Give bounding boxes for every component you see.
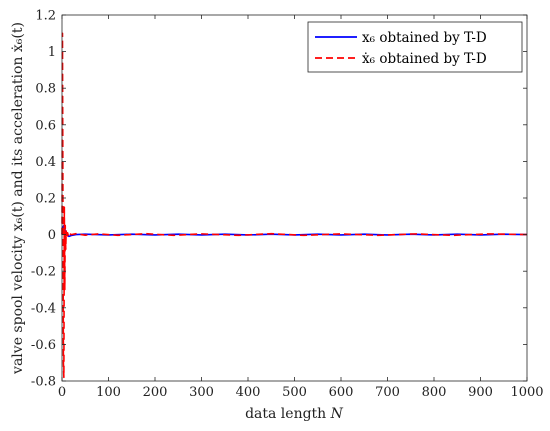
x-tick-label: 600 (329, 385, 354, 400)
x-axis-label-text: data length (245, 406, 326, 422)
x-tick-label: 700 (375, 385, 400, 400)
y-tick-label: 0 (48, 228, 56, 243)
y-tick-label: 1.2 (35, 9, 56, 24)
x-tick-label: 900 (468, 385, 493, 400)
x-tick-label: 400 (236, 385, 261, 400)
y-tick-label: -0.2 (31, 265, 56, 280)
x-tick-label: 500 (282, 385, 307, 400)
x-tick-label: 100 (96, 385, 121, 400)
series-line-1 (61, 32, 528, 379)
plot-area (62, 15, 527, 381)
x-tick-label: 300 (189, 385, 214, 400)
y-tick-label: -0.8 (31, 375, 56, 390)
legend: x₆ obtained by T-D ẋ₆ obtained by T-D (307, 21, 523, 73)
legend-label-x6: x₆ obtained by T-D (362, 30, 487, 46)
y-tick-label: 0.8 (35, 82, 56, 97)
y-tick-label: -0.4 (31, 301, 56, 316)
y-tick-label: 0.4 (35, 155, 56, 170)
x-axis-label: data length N (245, 406, 344, 422)
y-tick-label: 0.2 (35, 192, 56, 207)
x-axis-label-var: N (330, 406, 344, 422)
series-layer (61, 32, 528, 379)
x-tick-label: 800 (422, 385, 447, 400)
plot-frame (61, 14, 528, 382)
y-axis-label: valve spool velocity x₆(t) and its accel… (10, 22, 26, 375)
x-tick-label: 0 (58, 385, 66, 400)
y-tick-label: 0.6 (35, 118, 56, 133)
x-tick-label: 1000 (510, 385, 543, 400)
legend-box (307, 21, 523, 73)
legend-label-x6dot: ẋ₆ obtained by T-D (362, 51, 487, 67)
y-tick-label: -0.6 (31, 338, 56, 353)
y-tick-label: 1 (48, 45, 56, 60)
x-tick-label: 200 (143, 385, 168, 400)
ticks-layer: 0 100 200 300 400 500 600 700 800 900 1000 -0.8 -0.6… (31, 9, 544, 401)
